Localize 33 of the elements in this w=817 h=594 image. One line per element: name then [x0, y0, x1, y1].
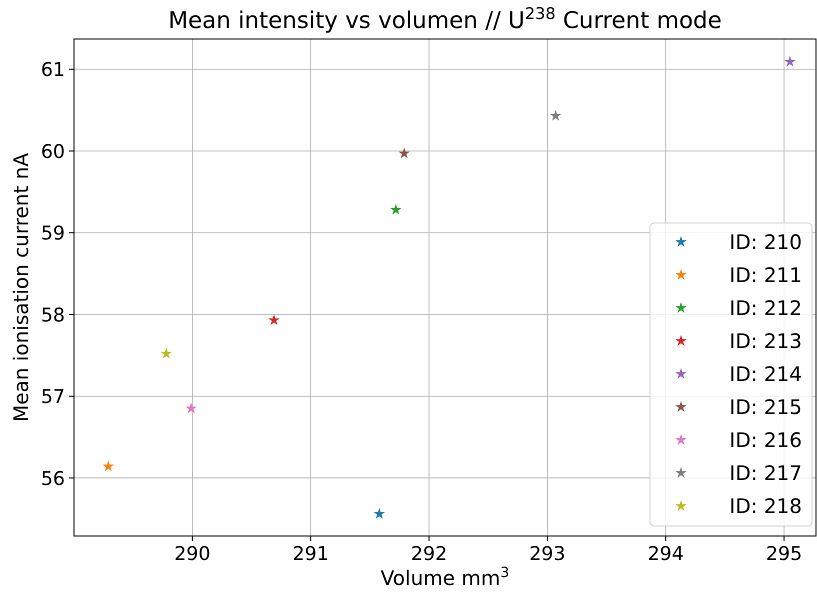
legend-label: ID: 217	[729, 461, 802, 485]
y-tick-label: 58	[40, 304, 65, 326]
legend-label: ID: 215	[729, 395, 802, 419]
chart-title: Mean intensity vs volumen // U$^{238}$ Current mode	[168, 4, 722, 34]
x-tick-label: 291	[292, 543, 329, 565]
point	[784, 56, 796, 67]
point	[550, 110, 562, 121]
point	[185, 402, 197, 414]
point	[374, 508, 385, 519]
point	[268, 314, 280, 326]
y-tick-label: 59	[40, 222, 65, 245]
y-axis-title: Mean ionisation current nA	[9, 152, 33, 422]
y-tick-label: 61	[40, 59, 65, 82]
x-axis-title: Volume mm$^{3}$	[380, 565, 510, 590]
point	[102, 460, 114, 472]
point	[390, 204, 402, 215]
legend-label: ID: 214	[729, 362, 802, 386]
x-tick-label: 292	[410, 543, 448, 565]
legend-label: ID: 211	[729, 263, 802, 287]
legend-label: ID: 210	[729, 230, 802, 254]
y-tick-label: 57	[40, 386, 65, 408]
x-tick-label: 294	[648, 543, 684, 565]
legend-label: ID: 216	[729, 428, 802, 452]
y-tick-label: 60	[40, 140, 65, 163]
legend-label: ID: 213	[729, 329, 802, 353]
x-tick-label: 293	[529, 543, 566, 565]
x-tick-label: 290	[174, 543, 210, 565]
legend-label: ID: 212	[729, 296, 802, 320]
point	[160, 348, 172, 359]
legend-label: ID: 218	[729, 494, 802, 518]
x-tick-label: 295	[766, 543, 802, 565]
y-tick-label: 56	[40, 468, 65, 490]
point	[398, 147, 410, 158]
